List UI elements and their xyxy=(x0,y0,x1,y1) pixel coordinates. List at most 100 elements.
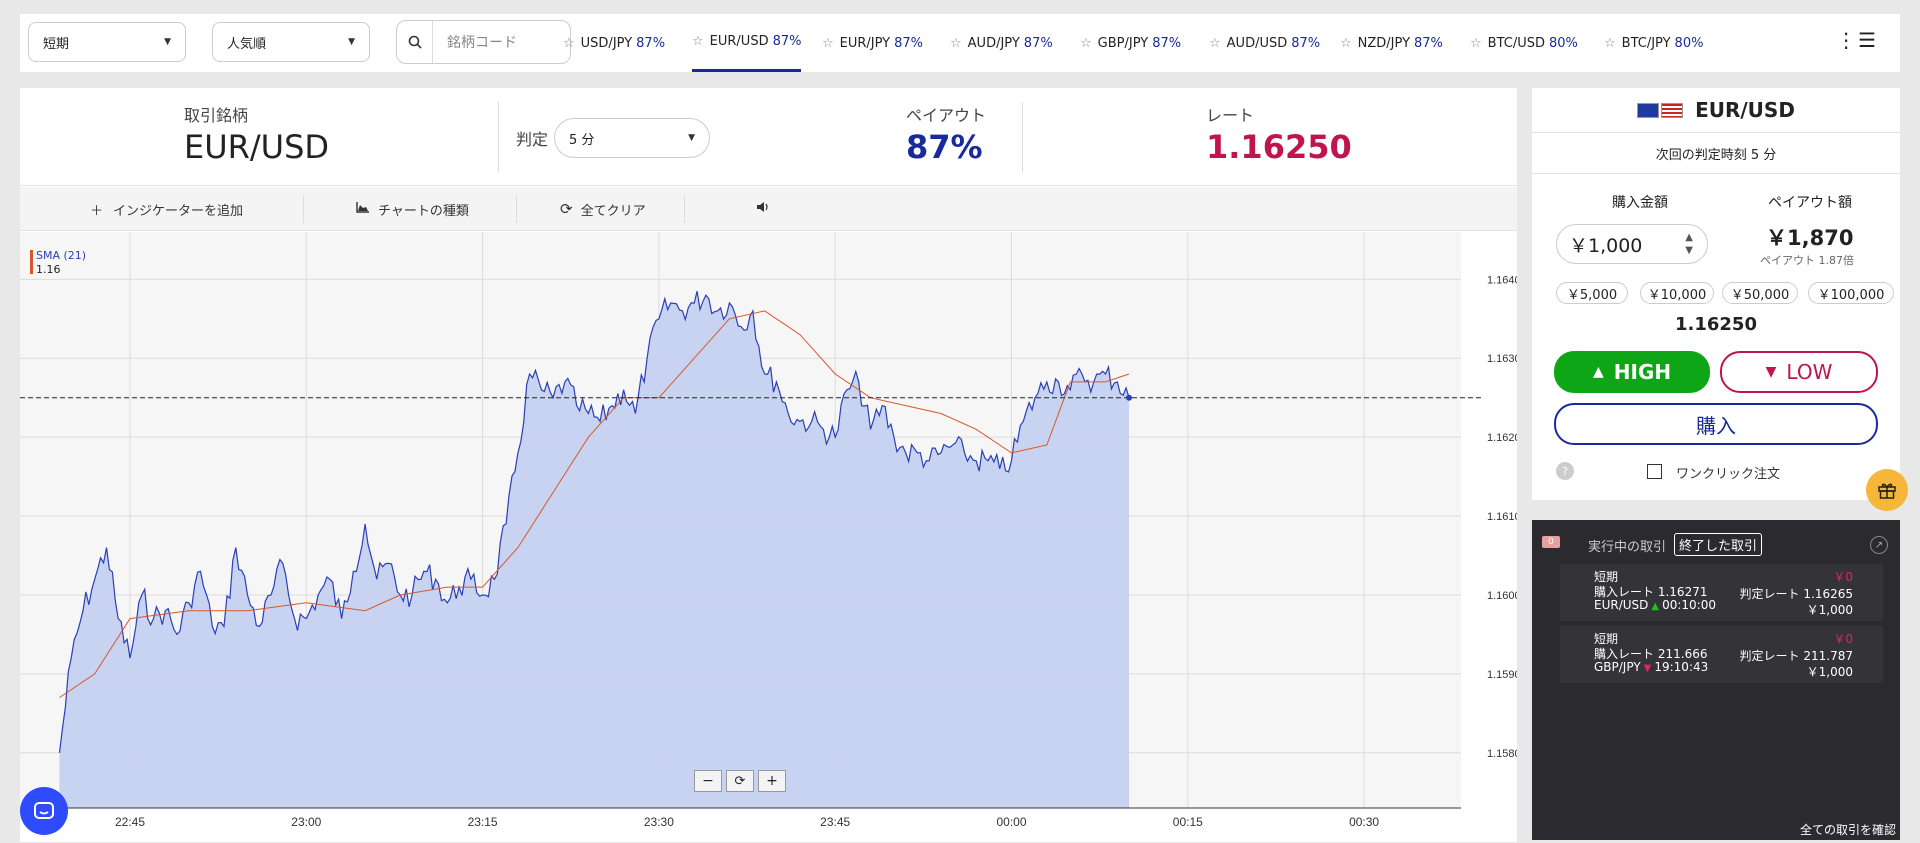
trade-symbol: EUR/USD xyxy=(1594,598,1649,612)
star-icon[interactable]: ☆ xyxy=(692,34,704,49)
clear-all-label: 全てクリア xyxy=(580,203,646,219)
amount-chip-100000[interactable]: ￥100,000 xyxy=(1808,282,1894,304)
tab-symbol: EUR/USD xyxy=(709,34,769,49)
gift-icon[interactable] xyxy=(1866,469,1908,511)
tab-nzd-jpy[interactable]: ☆ NZD/JPY 87% xyxy=(1340,14,1443,72)
sma-legend-value: 1.16 xyxy=(36,263,61,276)
chevron-down-icon: ▼ xyxy=(348,37,355,47)
stepper-arrows-icon[interactable]: ▲ ▼ xyxy=(1685,232,1693,256)
price-chart[interactable]: 1.16400 1.16300 1.16200 1.16100 1.16000 1.159… xyxy=(20,232,1527,842)
zoom-out-button[interactable]: − xyxy=(694,770,722,792)
info-bar: 取引銘柄 EUR/USD 判定 5 分 ▼ ペイアウト 87% レート 1.162… xyxy=(20,88,1517,186)
sound-button[interactable] xyxy=(756,187,770,231)
tab-symbol: GBP/JPY xyxy=(1097,35,1149,51)
menu-icon[interactable]: ⋮☰ xyxy=(1836,28,1878,52)
tab-eur-jpy[interactable]: ☆ EUR/JPY 87% xyxy=(822,14,923,72)
search-icon xyxy=(397,21,433,63)
x-tick-label: 00:00 xyxy=(996,815,1026,829)
chart-type-icon xyxy=(356,201,370,217)
buy-button[interactable]: 購入 xyxy=(1554,403,1878,445)
chart-panel: 取引銘柄 EUR/USD 判定 5 分 ▼ ペイアウト 87% レート 1.162… xyxy=(20,88,1527,842)
star-icon[interactable]: ☆ xyxy=(1470,35,1482,51)
add-indicator-button[interactable]: ＋ インジケーターを追加 xyxy=(90,187,243,231)
one-click-label: ワンクリック注文 xyxy=(1676,467,1781,482)
sort-select-value: 人気順 xyxy=(227,36,267,52)
refresh-icon: ⟳ xyxy=(560,200,573,218)
x-tick-label: 00:30 xyxy=(1349,815,1379,829)
trade-amount: ￥1,000 xyxy=(1806,665,1853,679)
star-icon[interactable]: ☆ xyxy=(563,35,575,51)
payout-value: 87% xyxy=(906,128,983,166)
search-placeholder: 銘柄コード xyxy=(447,35,517,51)
tab-btc-jpy[interactable]: ☆ BTC/JPY 80% xyxy=(1604,14,1703,72)
chat-icon[interactable] xyxy=(20,787,68,835)
star-icon[interactable]: ☆ xyxy=(1080,35,1092,51)
tab-usd-jpy[interactable]: ☆ USD/JPY 87% xyxy=(563,14,665,72)
trade-judge-rate: 211.787 xyxy=(1803,649,1853,663)
sort-select[interactable]: 人気順 ▼ xyxy=(212,22,370,62)
amount-stepper[interactable]: ￥1,000 ▲ ▼ xyxy=(1556,224,1708,264)
trade-symbol: GBP/JPY xyxy=(1594,660,1641,674)
tab-btc-usd[interactable]: ☆ BTC/USD 80% xyxy=(1470,14,1578,72)
judge-select[interactable]: 5 分 ▼ xyxy=(554,118,710,158)
y-tick-label: 1.16000 xyxy=(1487,590,1517,602)
trade-card[interactable]: 短期 ￥0 購入レート 1.16271 判定レート 1.16265 EUR/USD ▲ 00… xyxy=(1560,564,1883,621)
order-panel: EUR/USD 次回の判定時刻 5 分 購入金額 ペイアウト額 ￥1,000 ▲… xyxy=(1532,88,1900,500)
trade-card[interactable]: 短期 ￥0 購入レート 211.666 判定レート 211.787 GBP/JPY ▼ 19… xyxy=(1560,626,1883,683)
star-icon[interactable]: ☆ xyxy=(822,35,834,51)
period-select[interactable]: 短期 ▼ xyxy=(28,22,186,62)
confirm-all-trades-link[interactable]: 全ての取引を確認 xyxy=(1799,823,1896,837)
chart-svg[interactable]: 1.16400 1.16300 1.16200 1.16100 1.16000 1.159… xyxy=(20,232,1527,842)
amount-label: 購入金額 xyxy=(1612,195,1668,211)
y-tick-label: 1.16200 xyxy=(1487,432,1517,444)
rate-label: レート xyxy=(1206,106,1255,125)
arrow-up-icon: ▲ xyxy=(1651,601,1660,612)
tab-finished-trades[interactable]: 終了した取引 xyxy=(1674,533,1763,556)
star-icon[interactable]: ☆ xyxy=(950,35,962,51)
top-bar: 短期 ▼ 人気順 ▼ 銘柄コード ☆ USD/JPY 87% ☆ EUR/USD 87% ☆ EU… xyxy=(20,14,1900,72)
tab-symbol: AUD/USD xyxy=(1226,35,1288,51)
star-icon[interactable]: ☆ xyxy=(1209,35,1221,51)
tab-aud-usd[interactable]: ☆ AUD/USD 87% xyxy=(1209,14,1320,72)
sma-legend-name: SMA (21) xyxy=(36,249,87,262)
tab-symbol: EUR/JPY xyxy=(839,35,891,51)
amount-chip-5000[interactable]: ￥5,000 xyxy=(1556,282,1628,304)
tab-gbp-jpy[interactable]: ☆ GBP/JPY 87% xyxy=(1080,14,1181,72)
current-point xyxy=(1126,394,1133,401)
tab-payout: 87% xyxy=(1414,35,1443,51)
external-link-icon[interactable]: ↗ xyxy=(1870,536,1888,554)
y-tick-label: 1.16100 xyxy=(1487,511,1517,523)
trade-result: ￥0 xyxy=(1833,570,1853,584)
chart-type-button[interactable]: チャートの種類 xyxy=(356,187,469,231)
zoom-reset-button[interactable]: ⟳ xyxy=(726,770,754,792)
one-click-checkbox[interactable] xyxy=(1647,464,1662,479)
order-header: EUR/USD xyxy=(1532,88,1900,133)
zoom-in-button[interactable]: + xyxy=(758,770,786,792)
trade-time: 19:10:43 xyxy=(1654,660,1709,674)
high-label: HIGH xyxy=(1613,360,1672,384)
high-button[interactable]: ▲ HIGH xyxy=(1554,351,1710,393)
tab-aud-jpy[interactable]: ☆ AUD/JPY 87% xyxy=(950,14,1053,72)
trade-time: 00:10:00 xyxy=(1662,598,1716,612)
tab-eur-usd[interactable]: ☆ EUR/USD 87% xyxy=(692,14,802,72)
x-tick-label: 23:30 xyxy=(644,815,674,829)
star-icon[interactable]: ☆ xyxy=(1604,35,1616,51)
y-tick-label: 1.16300 xyxy=(1487,353,1517,365)
chevron-down-icon: ▼ xyxy=(688,133,695,143)
low-button[interactable]: ▼ LOW xyxy=(1720,351,1878,393)
plus-icon: ＋ xyxy=(90,203,104,219)
amount-chip-10000[interactable]: ￥10,000 xyxy=(1640,282,1714,304)
trade-period: 短期 xyxy=(1594,632,1619,646)
tab-active-trades[interactable]: 実行中の取引 xyxy=(1588,540,1667,555)
trade-result: ￥0 xyxy=(1833,632,1853,646)
trade-period: 短期 xyxy=(1594,570,1619,584)
trade-buy-label: 購入レート xyxy=(1594,585,1655,599)
y-tick-label: 1.16400 xyxy=(1487,274,1517,286)
order-symbol: EUR/USD xyxy=(1695,98,1795,122)
star-icon[interactable]: ☆ xyxy=(1340,35,1352,51)
help-icon[interactable]: ? xyxy=(1556,462,1574,480)
amount-chip-50000[interactable]: ￥50,000 xyxy=(1722,282,1798,304)
search-input[interactable]: 銘柄コード xyxy=(396,20,571,64)
clear-all-button[interactable]: ⟳ 全てクリア xyxy=(560,187,646,231)
tab-symbol: AUD/JPY xyxy=(967,35,1020,51)
